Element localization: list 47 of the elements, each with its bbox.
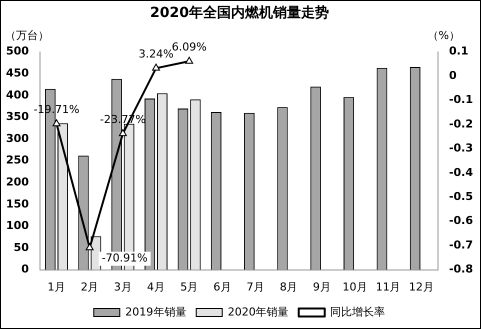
data-label: -70.91% — [102, 252, 148, 265]
y-tick-label: 50 — [14, 240, 30, 254]
point — [118, 129, 127, 136]
x-tick-label: 2月 — [80, 280, 99, 294]
chart-title: 2020年全国内燃机销量走势 — [150, 5, 329, 22]
y-tick-label: 400 — [6, 88, 30, 102]
y-tick-label: 200 — [6, 175, 30, 188]
legend-label: 同比增长率 — [330, 305, 386, 318]
y-tick-label: 100 — [6, 219, 30, 232]
y-tick-label: 300 — [6, 132, 30, 145]
point — [152, 64, 160, 71]
x-tick-label: 10月 — [342, 280, 368, 294]
data-label: 6.09% — [172, 40, 207, 54]
y-axis-title: （万台） — [5, 29, 49, 42]
y2-tick-label: -0.7 — [448, 238, 474, 252]
y-tick-label: 250 — [6, 154, 30, 167]
y-tick-label: 150 — [6, 197, 30, 210]
x-tick-label: 6月 — [213, 280, 232, 294]
point — [52, 119, 61, 126]
legend-label: 2019年销量 — [125, 305, 186, 318]
y2-tick-label: -0.2 — [448, 117, 474, 130]
point — [86, 243, 94, 250]
y-tick-label: 0 — [21, 262, 30, 276]
legend-label: 2020年销量 — [228, 305, 289, 318]
x-tick-label: 11月 — [376, 280, 401, 294]
point — [185, 56, 194, 64]
data-label: 3.24% — [138, 48, 174, 61]
x-tick-label: 3月 — [114, 280, 132, 294]
y2-tick-label: 0.1 — [448, 44, 468, 58]
y-tick-label: 450 — [6, 66, 30, 80]
y-tick-label: 500 — [6, 44, 30, 58]
y2-tick-label: -0.6 — [448, 214, 474, 228]
x-tick-label: 7月 — [246, 280, 265, 294]
y2-tick-label: -0.3 — [448, 142, 474, 155]
x-tick-label: 1月 — [48, 280, 66, 294]
x-tick-label: 4月 — [147, 280, 166, 294]
y2-tick-label: -0.5 — [448, 190, 474, 203]
y2-axis-title: （%） — [428, 29, 460, 42]
x-tick-label: 12月 — [408, 280, 434, 294]
y2-tick-label: -0.8 — [448, 262, 474, 276]
y-tick-label: 350 — [6, 110, 30, 124]
x-tick-label: 8月 — [280, 280, 298, 294]
x-tick-label: 9月 — [312, 280, 331, 294]
x-tick-label: 5月 — [180, 280, 198, 294]
y2-tick-label: -0.4 — [448, 166, 474, 179]
y2-tick-label: 0 — [448, 68, 457, 82]
y2-tick-label: -0.1 — [448, 93, 474, 106]
